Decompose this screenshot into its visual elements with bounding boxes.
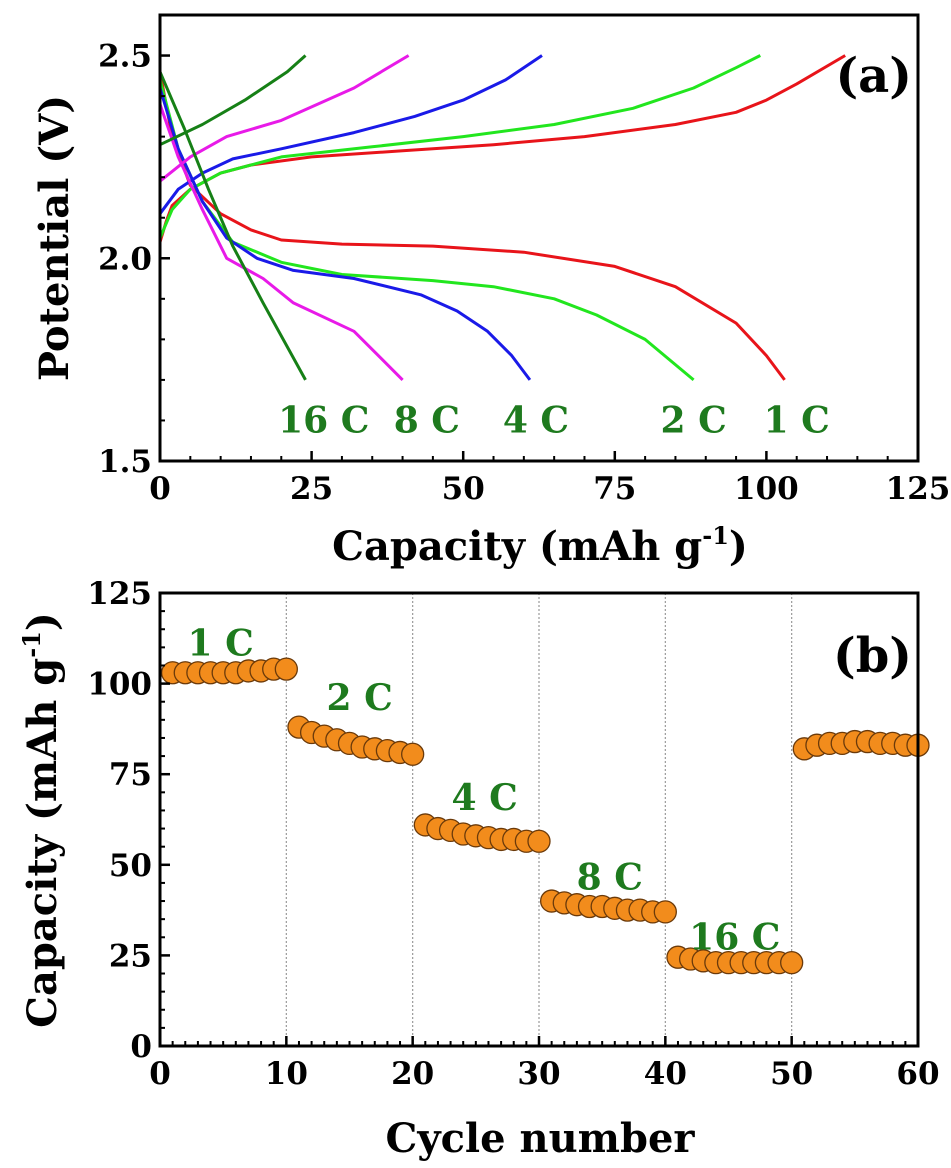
- x-tick-label: 75: [593, 471, 636, 507]
- rate-label: 1 C: [188, 623, 254, 665]
- rate-label: 2 C: [326, 677, 392, 719]
- y-tick-label: 2.0: [98, 241, 152, 277]
- rate-labels-b: 1 C 2 C 4 C 8 C 16 C: [188, 623, 781, 959]
- y-tick-label: 0: [130, 1029, 152, 1065]
- charge-curve-4: [159, 54, 307, 147]
- discharge-curve-4: [158, 71, 307, 381]
- discharge-curve-1: [158, 79, 695, 382]
- rate-label: 16 C: [278, 399, 369, 441]
- plot-frame-b: [158, 591, 920, 1048]
- cycle-dividers: [285, 593, 793, 1046]
- x-tick-label: 50: [442, 471, 485, 507]
- capacity-point: [653, 900, 677, 924]
- y-axis-title-a: Potential (V): [31, 95, 78, 381]
- x-tick-label: 50: [770, 1056, 813, 1092]
- capacity-point: [274, 657, 298, 681]
- y-tick-label: 25: [109, 938, 152, 974]
- plot-frame-a: [158, 13, 920, 463]
- capacity-point: [780, 950, 804, 975]
- y-tick-label: 125: [87, 576, 152, 612]
- potential-curves: [158, 54, 846, 382]
- panel-label-a: (a): [835, 48, 912, 104]
- y-axis-title-b-sup: -1: [17, 631, 46, 658]
- rate-label: 4 C: [452, 777, 518, 819]
- rate-label: 8 C: [394, 399, 460, 441]
- panel-b-chart: 1 C 2 C 4 C 8 C 16 C 0 10 20 30 40 50 60 0 25 50 75 100…: [17, 576, 940, 1162]
- x-tick-label: 125: [886, 471, 951, 507]
- x-tick-label: 0: [149, 471, 171, 507]
- rate-label: 16 C: [689, 916, 780, 958]
- charge-curve-0: [158, 54, 846, 243]
- x-tick-label: 10: [265, 1056, 308, 1092]
- y-tick-label: 1.5: [98, 444, 152, 480]
- x-axis-title-a-main: Capacity (mAh g: [332, 523, 702, 570]
- x-tick-label: 100: [734, 471, 799, 507]
- x-tick-label: 30: [517, 1056, 560, 1092]
- y-tick-label: 50: [109, 848, 152, 884]
- capacity-point: [527, 829, 551, 853]
- rate-label: 8 C: [577, 856, 643, 898]
- y-tick-label: 100: [87, 667, 152, 703]
- charge-curve-1: [158, 54, 761, 239]
- y-axis-title-b-main: Capacity (mAh g: [19, 658, 66, 1028]
- x-axis-title-a-sup: -1: [702, 521, 729, 550]
- charge-curve-3: [159, 54, 410, 183]
- y-axis-title-b: Capacity (mAh g-1): [17, 612, 66, 1028]
- rate-label: 2 C: [661, 399, 727, 441]
- x-tick-label: 20: [391, 1056, 434, 1092]
- x-tick-label: 40: [644, 1056, 687, 1092]
- x-tick-label: 60: [896, 1056, 939, 1092]
- x-axis-title-b: Cycle number: [386, 1115, 696, 1162]
- rate-label: 4 C: [503, 399, 569, 441]
- x-tick-label: 0: [149, 1056, 171, 1092]
- axis-ticks-a: 0 25 50 75 100 125 1.5 2.0 2.5: [98, 14, 951, 507]
- rate-labels-a: 16 C 8 C 4 C 2 C 1 C: [278, 399, 830, 441]
- discharge-curve-2: [158, 87, 532, 381]
- y-axis-title-b-end: ): [19, 612, 66, 631]
- capacity-point: [401, 742, 425, 766]
- rate-label: 1 C: [764, 399, 830, 441]
- y-tick-label: 75: [109, 757, 152, 793]
- capacity-markers: [160, 657, 930, 975]
- x-axis-title-a-end: ): [729, 523, 748, 570]
- x-axis-title-a: Capacity (mAh g-1): [332, 521, 748, 570]
- y-tick-label: 2.5: [98, 39, 152, 75]
- discharge-curve-0: [158, 71, 786, 381]
- x-tick-label: 25: [290, 471, 333, 507]
- panel-label-b: (b): [833, 628, 912, 684]
